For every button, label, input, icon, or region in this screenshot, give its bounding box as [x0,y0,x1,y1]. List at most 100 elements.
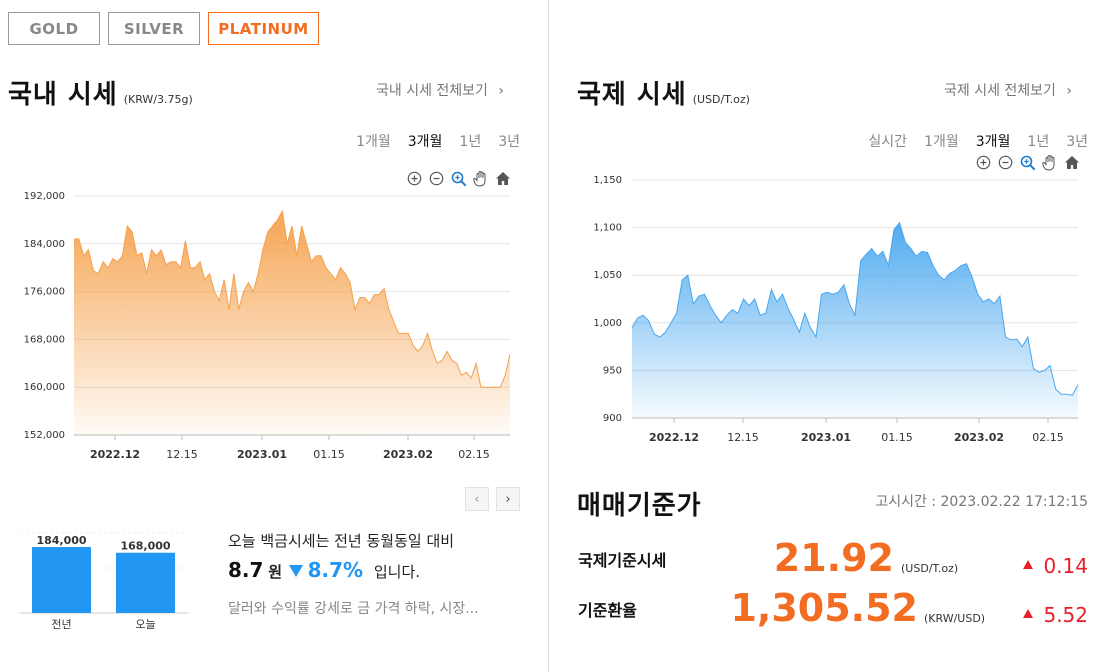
y-tick-label: 160,000 [24,382,65,393]
international-period-3m[interactable]: 3개월 [975,134,1011,150]
magnifier-icon[interactable] [1019,154,1036,171]
compare-amount-unit: 원 [268,563,283,581]
tab-silver[interactable]: SILVER [108,12,200,45]
down-arrow-icon [288,565,303,577]
compare-amount: 8.7 [228,558,264,582]
compare-suffix: 입니다. [373,563,421,581]
intl-base-price-label: 국제기준시세 [578,551,667,570]
x-tick-label: 02.15 [1032,431,1064,444]
international-more-link-label: 국제 시세 전체보기 [944,83,1056,99]
x-tick-label: 2023.01 [801,431,851,444]
domestic-period-1y[interactable]: 1년 [459,134,482,150]
international-period-1y[interactable]: 1년 [1027,134,1050,150]
up-triangle-icon [1023,560,1034,569]
exchange-rate-value: 1,305.52 [730,586,918,630]
intl-base-price-unit: (USD/T.oz) [901,562,959,575]
y-tick-label: 1,150 [593,175,622,186]
international-chart-tools [975,154,1080,171]
international-period-realtime[interactable]: 실시간 [868,134,908,150]
domestic-period-3y[interactable]: 3년 [498,134,520,150]
compare-line1: 오늘 백금시세는 전년 동월동일 대비 [228,532,455,550]
domestic-period-tabs: 1개월 3개월 1년 3년 [339,131,520,151]
series-line [74,209,511,388]
tab-platinum[interactable]: PLATINUM [208,12,319,45]
x-tick-label: 2023.02 [383,448,433,461]
bar-category-label: 오늘 [135,618,155,631]
bar [116,552,175,613]
chevron-right-icon: › [505,491,511,507]
zoom-in-icon[interactable] [975,154,992,171]
series-line [631,221,1079,396]
x-tick-label: 12.15 [166,448,198,461]
x-tick-label: 2022.12 [90,448,140,461]
intl-base-price-change: 0.14 [1023,554,1088,578]
chevron-left-icon: ‹ [474,491,480,507]
exchange-rate-unit: (KRW/USD) [924,612,986,625]
x-tick-label: 2023.02 [954,431,1004,444]
prev-page-button[interactable]: ‹ [465,487,489,511]
bar-value-label: 184,000 [36,534,86,547]
y-tick-label: 176,000 [24,287,65,298]
domestic-more-link[interactable]: 국내 시세 전체보기 › [376,80,504,100]
y-tick-label: 184,000 [24,239,65,250]
international-period-tabs: 실시간 1개월 3개월 1년 3년 [851,131,1088,151]
domestic-chart-tools [406,170,511,187]
news-headline-link[interactable]: 달러와 수익률 강세로 금 가격 하락, 시장... [228,601,479,617]
chevron-right-icon: › [498,83,505,99]
x-tick-label: 02.15 [458,448,490,461]
panel-divider [548,0,549,672]
tab-gold[interactable]: GOLD [8,12,100,45]
y-tick-label: 1,050 [593,270,622,281]
magnifier-icon[interactable] [450,170,467,187]
base-rate-title: 매매기준가 [577,491,702,521]
series-area [632,222,1078,418]
yearly-compare-bar-chart: 184,000 전년 168,000 오늘 [20,532,188,631]
international-price-chart: 1,150 1,100 1,050 1,000 950 900 2022.12 12.15 20… [593,175,1079,444]
zoom-in-icon[interactable] [406,170,423,187]
exchange-rate-change-value: 5.52 [1043,603,1088,627]
international-period-1m[interactable]: 1개월 [924,134,959,150]
y-tick-label: 900 [603,413,622,424]
y-tick-label: 152,000 [24,430,65,441]
x-tick-label: 01.15 [881,431,913,444]
exchange-rate-change: 5.52 [1023,603,1088,627]
domestic-more-link-label: 국내 시세 전체보기 [376,83,488,99]
zoom-out-icon[interactable] [997,154,1014,171]
domestic-unit: (KRW/3.75g) [123,93,193,106]
international-title-text: 국제 시세 [577,80,687,110]
international-unit: (USD/T.oz) [692,93,750,106]
announce-time: 고시시간 : 2023.02.22 17:12:15 [875,494,1088,510]
hand-pan-icon[interactable] [472,170,489,187]
zoom-out-icon[interactable] [428,170,445,187]
international-period-3y[interactable]: 3년 [1066,134,1088,150]
y-tick-label: 168,000 [24,334,65,345]
chevron-right-icon: › [1066,83,1073,99]
bar [32,547,91,613]
exchange-rate-label: 기준환율 [578,601,637,620]
y-tick-label: 1,100 [593,223,622,234]
international-more-link[interactable]: 국제 시세 전체보기 › [944,80,1072,100]
x-tick-label: 12.15 [727,431,759,444]
intl-base-price-value: 21.92 [773,536,894,580]
y-tick-label: 1,000 [593,318,622,329]
x-tick-label: 01.15 [313,448,345,461]
next-page-button[interactable]: › [496,487,520,511]
compare-percent: 8.7% [307,558,364,582]
bar-value-label: 168,000 [120,540,170,553]
home-icon[interactable] [494,170,511,187]
intl-base-price-change-value: 0.14 [1043,554,1088,578]
compare-line2: 8.7 원 8.7% 입니다. [228,558,420,582]
series-area [74,210,510,435]
home-icon[interactable] [1063,154,1080,171]
domestic-title: 국내 시세 (KRW/3.75g) [8,74,193,111]
international-title: 국제 시세 (USD/T.oz) [577,74,750,111]
hand-pan-icon[interactable] [1041,154,1058,171]
bar-category-label: 전년 [51,618,71,631]
y-tick-label: 192,000 [24,191,65,202]
domestic-title-text: 국내 시세 [8,80,118,110]
x-tick-label: 2022.12 [649,431,699,444]
up-triangle-icon [1023,609,1034,618]
domestic-period-1m[interactable]: 1개월 [356,134,391,150]
domestic-period-3m[interactable]: 3개월 [407,134,443,150]
y-tick-label: 950 [603,365,622,376]
